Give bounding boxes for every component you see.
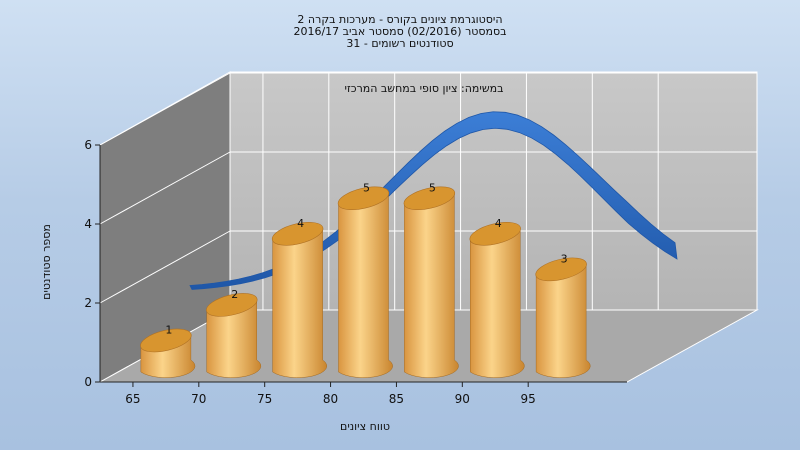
x-tick-label: 80 [323, 392, 338, 406]
bar-value-label: 5 [363, 181, 370, 194]
bar-body [272, 227, 327, 378]
bar-value-label: 5 [429, 181, 436, 194]
bar-value-label: 4 [495, 217, 502, 230]
bar-body [338, 191, 393, 378]
y-tick-label: 0 [84, 375, 92, 389]
chart-title-line-2: בסמסטר (02/2016) סמסטר אביב 2016/17 [293, 25, 506, 38]
bar: 4 [469, 217, 525, 378]
grid-line-left-wall [99, 72, 231, 146]
bar-value-label: 4 [297, 217, 304, 230]
bar: 3 [535, 252, 591, 378]
bar-top [469, 222, 521, 246]
x-tick-label: 85 [389, 392, 404, 406]
x-axis-title: טווח ציונים [340, 420, 390, 433]
y-tick-labels: 0 2 4 6 [84, 138, 100, 389]
bar-body [404, 191, 459, 378]
bar-top [140, 328, 192, 353]
x-tick-label: 90 [455, 392, 470, 406]
bar: 5 [337, 181, 393, 378]
grid-line-left-wall [99, 151, 231, 225]
bar: 1 [140, 323, 196, 378]
bar-top [271, 222, 324, 246]
x-tick-label: 95 [521, 392, 536, 406]
y-axis-title: מספר סטודנטים [40, 224, 53, 300]
bar-body [535, 263, 591, 378]
x-tick-label: 70 [191, 392, 206, 406]
y-tick-label: 6 [84, 138, 92, 152]
bar: 2 [206, 288, 262, 378]
bar-value-label: 2 [231, 288, 238, 301]
bar-body [206, 298, 262, 378]
y-tick-label: 4 [84, 217, 92, 231]
grid-line-left-wall [99, 230, 231, 304]
bar-value-label: 3 [561, 252, 568, 265]
chart-title-line-1: היסטוגרמת ציונים בקורס - מערכות בקרה 2 [297, 13, 502, 26]
chart-title-line-3: סטודנטים רשומים - 31 [346, 37, 453, 50]
bar-body [470, 227, 525, 378]
y-tick-label: 2 [84, 296, 92, 310]
bar: 5 [403, 181, 459, 378]
x-tick-labels: 65 70 75 80 85 90 95 [125, 382, 536, 406]
x-tick-label: 65 [125, 392, 140, 406]
x-tick-label: 75 [257, 392, 272, 406]
bar-top [535, 257, 587, 282]
chart-subtitle: במשימה: ציון סופי במחשב המרכזי [344, 82, 503, 95]
bar-top [337, 186, 390, 211]
bars-layer: 1 2 4 5 5 4 3 [140, 181, 591, 378]
bar-top [403, 186, 456, 211]
bar: 4 [271, 217, 327, 378]
bar-value-label: 1 [165, 323, 172, 336]
bar-top [206, 293, 258, 317]
grid-lines [99, 72, 757, 310]
